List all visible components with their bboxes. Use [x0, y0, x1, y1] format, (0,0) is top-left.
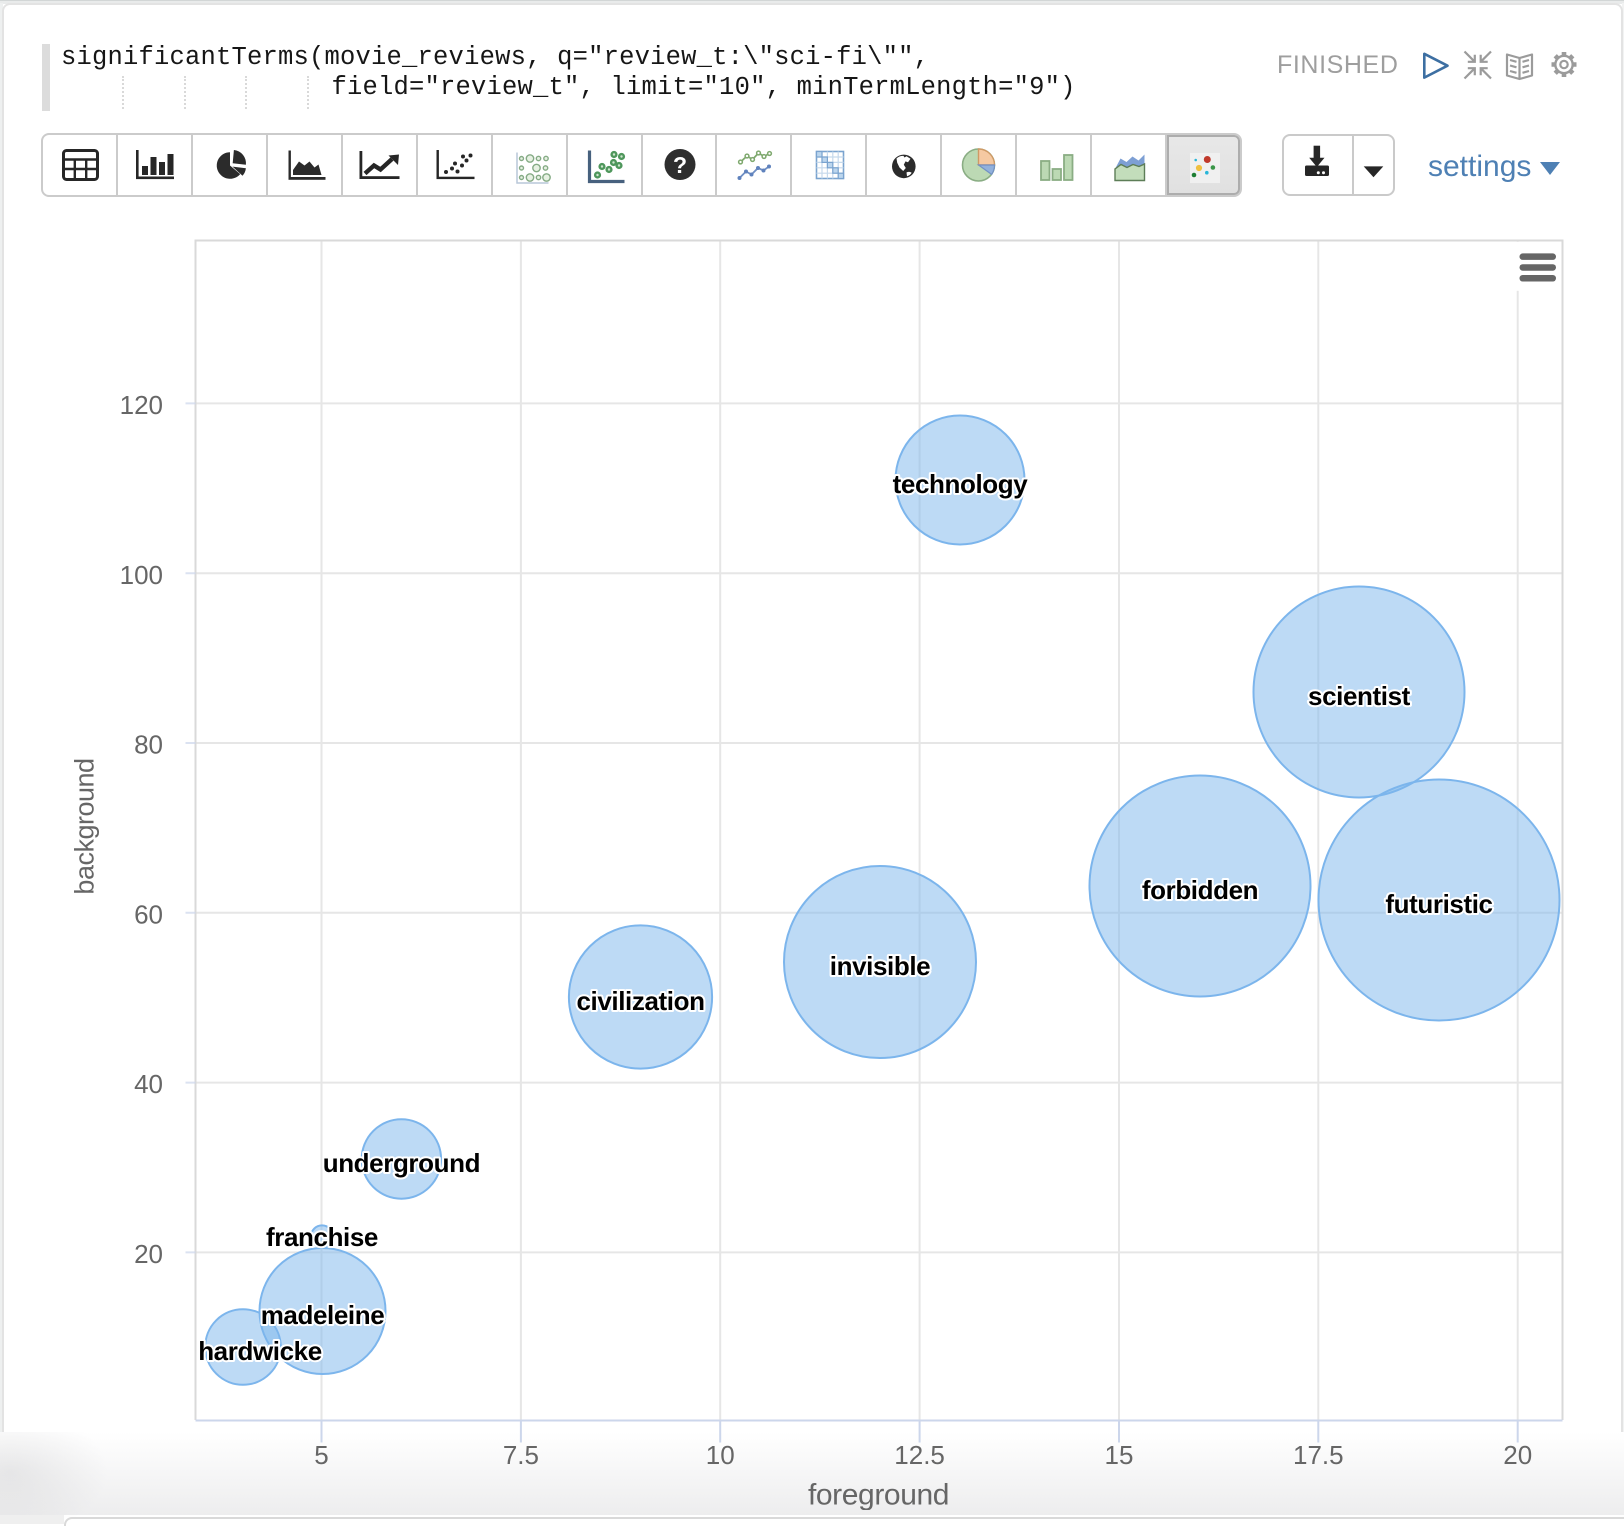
svg-text:17.5: 17.5	[1293, 1440, 1344, 1470]
svg-text:madeleine: madeleine	[261, 1300, 385, 1330]
svg-text:40: 40	[134, 1069, 163, 1099]
svg-text:franchise: franchise	[266, 1222, 378, 1252]
svg-text:120: 120	[120, 390, 163, 420]
svg-text:background: background	[70, 758, 100, 894]
svg-text:foreground: foreground	[808, 1479, 949, 1511]
svg-text:100: 100	[120, 560, 163, 590]
svg-text:20: 20	[134, 1239, 163, 1269]
svg-text:scientist: scientist	[1308, 681, 1411, 711]
svg-text:forbidden: forbidden	[1142, 875, 1258, 905]
svg-text:20: 20	[1503, 1440, 1532, 1470]
svg-text:underground: underground	[323, 1148, 480, 1178]
svg-text:12.5: 12.5	[894, 1440, 945, 1470]
svg-text:invisible: invisible	[830, 951, 930, 981]
svg-text:technology: technology	[893, 469, 1029, 499]
svg-text:60: 60	[134, 899, 163, 929]
svg-text:civilization: civilization	[576, 986, 704, 1016]
svg-text:hardwicke: hardwicke	[198, 1336, 322, 1366]
svg-text:?: ?	[672, 152, 686, 178]
svg-text:80: 80	[134, 730, 163, 760]
svg-text:5: 5	[314, 1440, 328, 1470]
svg-text:10: 10	[706, 1440, 735, 1470]
svg-text:7.5: 7.5	[503, 1440, 539, 1470]
svg-text:15: 15	[1105, 1440, 1134, 1470]
svg-text:futuristic: futuristic	[1385, 889, 1492, 919]
